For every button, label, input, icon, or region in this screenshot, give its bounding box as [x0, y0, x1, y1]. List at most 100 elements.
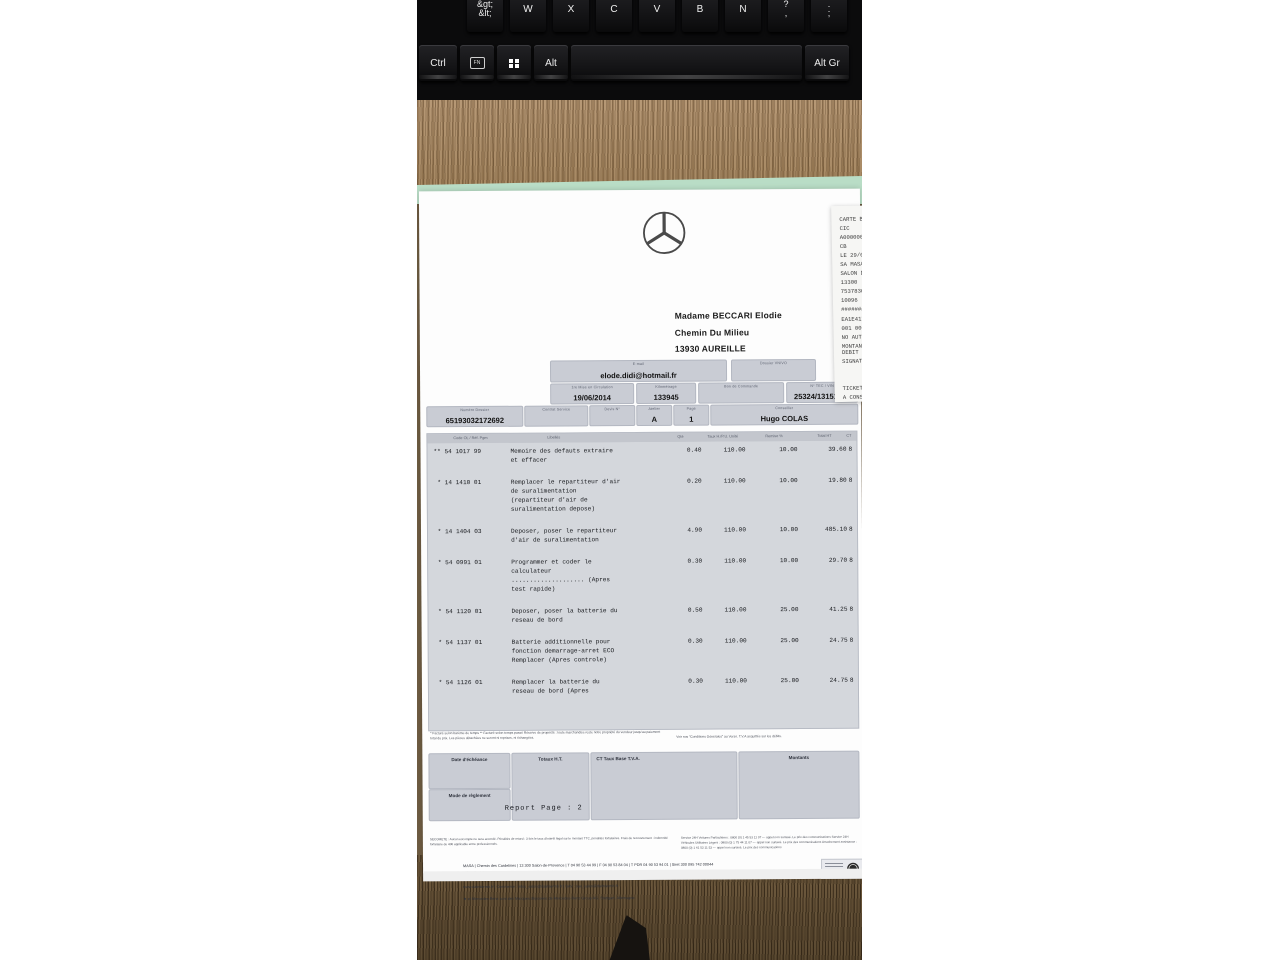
contrat-service-field-label: Contrat Service — [542, 407, 571, 412]
numero-dossier-field[interactable]: Numéro Dossier 65193032172692 — [426, 405, 524, 428]
date-mise-circulation-field-value: 19/06/2014 — [573, 393, 611, 403]
mode-reglement-label: Mode de règlement — [448, 792, 491, 799]
montants-block[interactable]: Montants — [738, 750, 860, 820]
row-qte: 0.50 — [687, 606, 703, 614]
invoice-fine-print: * Facturé selon barème de temps ** Factu… — [428, 729, 857, 752]
row-qte: 0.30 — [687, 557, 703, 565]
row-code: ** 54 1017 99 — [433, 447, 482, 456]
bon-de-commande-field-value — [699, 401, 783, 402]
row-code: * 54 1137 01 — [434, 638, 483, 647]
angle-bracket-key-bottom: &lt; — [478, 8, 492, 18]
row-qte: 0.20 — [687, 477, 702, 485]
page-field-label: Page — [686, 406, 696, 411]
table-row: * 54 1120 01 Deposer, poser la batterie d… — [428, 605, 857, 639]
date-echeance-block[interactable]: Date d'échéance — [428, 752, 511, 790]
windows-key[interactable] — [497, 45, 531, 81]
row-ct: 8 — [849, 676, 854, 684]
column-header-qte: Qté — [677, 434, 684, 439]
row-total-ht: 19.80 — [828, 476, 847, 484]
totaux-ht-label: Totaux H.T. — [538, 756, 563, 762]
bon-de-commande-field[interactable]: Bon de Commande — [698, 382, 785, 404]
column-header-remise: Remise % — [765, 433, 783, 438]
numero-dossier-field-label: Numéro Dossier — [460, 407, 490, 413]
row-remise: 25.00 — [780, 677, 799, 685]
workshop-invoice-page: Madame BECCARI Elodie Chemin Du Milieu 1… — [418, 188, 862, 901]
kilometrage-field[interactable]: Kilométrage 133945 — [636, 382, 697, 405]
ctrl-key[interactable]: Ctrl — [419, 45, 457, 81]
c-key-label: C — [610, 3, 618, 15]
windows-icon — [509, 58, 519, 68]
invoice-totals-area: Date d'échéance Mode de règlement Totaux… — [428, 750, 860, 836]
row-taux: 110.00 — [724, 526, 747, 534]
email-field[interactable]: E-mail elode.didi@hotmail.fr — [549, 359, 728, 383]
row-total-ht: 29.70 — [828, 556, 848, 564]
w-key[interactable]: W — [510, 0, 546, 32]
bon-de-commande-field-label: Bon de Commande — [724, 384, 759, 389]
conseiller-field[interactable]: Conseiller Hugo COLAS — [710, 403, 859, 426]
company-footer: MASA | Chemin des Cardelines | 13 300 Sa… — [463, 861, 833, 903]
company-line-2: Siège Social : MASA | 108, bd. de Pont d… — [463, 870, 578, 876]
alt-gr-key-label: Alt Gr — [814, 57, 840, 69]
tva-block[interactable]: CT Taux Base T.V.A. — [590, 751, 738, 821]
angle-bracket-key[interactable]: &gt; &lt; — [467, 0, 503, 32]
dossier-vn-vo-field-value — [732, 379, 815, 380]
date-mise-circulation-field[interactable]: 1re Mise en Circulation 19/06/2014 — [550, 383, 635, 405]
page-field[interactable]: Page 1 — [673, 404, 710, 426]
column-header-ct: CT — [846, 433, 852, 438]
contrat-service-field[interactable]: Contrat Service — [524, 405, 589, 427]
customer-street: Chemin Du Milieu — [674, 326, 750, 338]
company-line-1: MASA | Chemin des Cardelines | 13 300 Sa… — [463, 862, 714, 869]
question-comma-key-bottom: , — [784, 8, 788, 18]
x-key[interactable]: X — [553, 0, 589, 32]
row-remise: 25.00 — [780, 606, 799, 614]
mode-reglement-block[interactable]: Mode de règlement — [428, 788, 511, 822]
period-semicolon-key-top: . — [827, 0, 831, 9]
row-qte: 4.90 — [687, 526, 703, 534]
desk-photograph: &gt; &lt; W X C V B N ? , . ; — [417, 0, 862, 960]
conseiller-field-value: Hugo COLAS — [760, 413, 809, 424]
fn-icon: FN — [469, 57, 485, 69]
alt-key[interactable]: Alt — [534, 45, 568, 81]
question-comma-key[interactable]: ? , — [768, 0, 804, 32]
space-key[interactable] — [571, 45, 802, 81]
line-items-table-body: ** 54 1017 99 Memoire des defauts extrair… — [427, 440, 859, 731]
mercedes-benz-star-icon — [643, 211, 686, 255]
alt-key-label: Alt — [545, 57, 557, 69]
desk-surface-top — [417, 100, 862, 195]
c-key[interactable]: C — [596, 0, 632, 32]
receipt-left-body: CARTE BANCAIRE CIC A0000000421010 CB LE … — [839, 215, 862, 350]
fn-key[interactable]: FN — [460, 45, 494, 81]
v-key[interactable]: V — [639, 0, 675, 32]
key-highlight — [571, 75, 802, 79]
atelier-field[interactable]: Atelier A — [636, 404, 673, 427]
conseiller-field-label: Conseiller — [775, 406, 794, 411]
v-key-label: V — [653, 3, 661, 15]
n-key[interactable]: N — [725, 0, 761, 32]
column-header-total: Total HT — [817, 433, 832, 438]
customer-address-block: Madame BECCARI Elodie Chemin Du Milieu 1… — [675, 307, 782, 357]
b-key[interactable]: B — [682, 0, 718, 32]
tva-label: CT Taux Base T.V.A. — [596, 756, 640, 762]
key-highlight — [419, 75, 457, 79]
line-items-table: Code OL / Réf. Pgm Libellés Qté Taux H./… — [426, 430, 860, 732]
period-semicolon-key[interactable]: . ; — [811, 0, 847, 32]
row-total-ht: 24.75 — [829, 636, 848, 644]
table-row: * 54 1137 01 Batterie additionnelle pour … — [429, 636, 858, 679]
carte-bancaire-receipt-2660: CARTE BANCAIRE CIC A0000000421010 CB LE … — [831, 203, 862, 403]
row-ct: 8 — [849, 556, 853, 564]
row-code: * 14 1404 03 — [433, 527, 482, 536]
numero-dossier-field-value: 65193032172692 — [445, 415, 505, 426]
key-highlight — [805, 75, 849, 79]
row-description: Memoire des defauts extraire et effacer — [510, 447, 613, 464]
alt-gr-key[interactable]: Alt Gr — [805, 45, 849, 81]
row-taux: 110.00 — [723, 446, 746, 454]
angle-bracket-key-top: &gt; — [476, 0, 493, 9]
row-description: Remplacer le repartiteur d'air de surali… — [510, 478, 621, 513]
dossier-vn-vo-field[interactable]: Dossier VN/VO — [730, 358, 817, 382]
email-field-value: elode.didi@hotmail.fr — [600, 370, 677, 381]
email-field-label: E-mail — [632, 361, 645, 367]
row-remise: 10.00 — [779, 477, 798, 485]
devis-num-field[interactable]: Devis N° — [589, 405, 636, 427]
w-key-label: W — [523, 3, 533, 15]
